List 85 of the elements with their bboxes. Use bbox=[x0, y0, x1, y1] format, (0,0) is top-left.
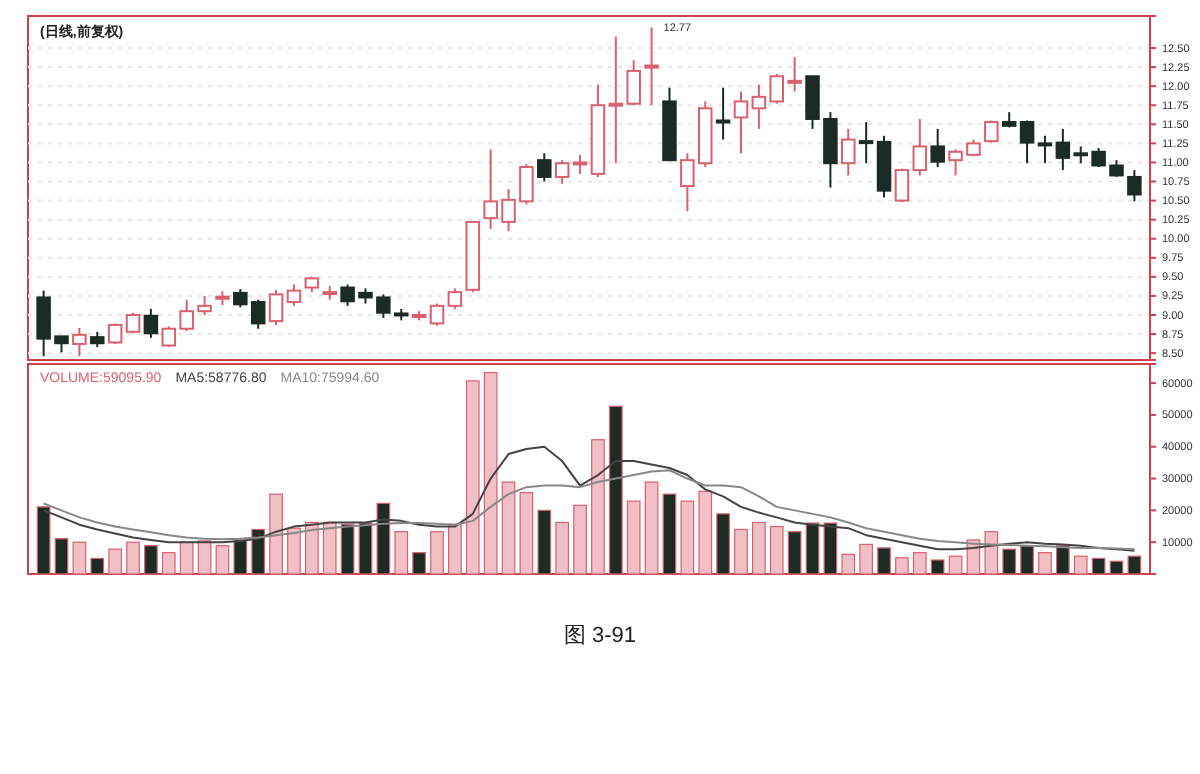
bar bbox=[912, 552, 927, 575]
bar bbox=[269, 493, 283, 575]
bar bbox=[1109, 560, 1124, 575]
bar bbox=[662, 493, 677, 575]
line-series bbox=[42, 469, 1136, 551]
bar bbox=[340, 523, 355, 575]
bar bbox=[1091, 557, 1106, 575]
caption: 图 3-91 bbox=[563, 624, 637, 648]
bar bbox=[1038, 552, 1052, 575]
bar bbox=[126, 541, 140, 575]
candlestick bbox=[554, 159, 570, 185]
candlestick bbox=[72, 326, 87, 358]
bar bbox=[769, 525, 784, 575]
bar bbox=[251, 528, 266, 575]
bar bbox=[877, 547, 891, 575]
candlestick bbox=[268, 288, 284, 326]
bar bbox=[787, 531, 802, 575]
candlestick bbox=[984, 119, 999, 144]
bar bbox=[197, 540, 212, 575]
bar bbox=[358, 522, 373, 575]
bar bbox=[591, 439, 605, 575]
candlestick bbox=[107, 322, 123, 345]
candlestick bbox=[447, 287, 463, 310]
candlestick bbox=[841, 127, 856, 177]
bar bbox=[161, 552, 176, 575]
candlestick bbox=[858, 121, 874, 165]
bar bbox=[233, 539, 248, 575]
candlestick bbox=[930, 127, 945, 169]
bar bbox=[626, 500, 641, 575]
candlestick bbox=[733, 90, 749, 155]
bar bbox=[841, 553, 856, 575]
bar bbox=[304, 521, 319, 575]
bar bbox=[823, 522, 838, 575]
bar bbox=[716, 513, 730, 575]
bar bbox=[644, 481, 659, 575]
bar bbox=[734, 528, 748, 575]
bar bbox=[72, 541, 87, 575]
bar bbox=[537, 509, 552, 575]
bar bbox=[90, 557, 105, 575]
bar bbox=[930, 559, 945, 575]
bar bbox=[752, 521, 766, 575]
bar bbox=[483, 371, 498, 575]
candlestick bbox=[1019, 119, 1035, 165]
bar bbox=[895, 557, 909, 575]
bar bbox=[859, 543, 874, 575]
bar bbox=[501, 481, 516, 575]
candlestick bbox=[644, 26, 659, 107]
bar bbox=[287, 527, 301, 575]
bar bbox=[805, 522, 820, 575]
bar bbox=[376, 502, 391, 575]
bar bbox=[179, 541, 194, 575]
bar bbox=[1073, 555, 1088, 575]
candlestick bbox=[1037, 134, 1053, 165]
bar bbox=[984, 531, 999, 575]
candlestick bbox=[912, 117, 928, 177]
bar bbox=[680, 500, 695, 575]
bar bbox=[215, 545, 230, 575]
bar bbox=[948, 555, 963, 575]
bar bbox=[1020, 545, 1034, 575]
bar bbox=[573, 504, 587, 575]
bar bbox=[608, 405, 623, 575]
candlestick bbox=[715, 86, 731, 141]
bar bbox=[54, 538, 69, 575]
candlestick bbox=[429, 302, 445, 327]
bar bbox=[144, 545, 158, 575]
candlestick bbox=[572, 153, 588, 175]
line-series bbox=[42, 445, 1136, 552]
bar bbox=[412, 552, 426, 575]
bar bbox=[394, 531, 409, 575]
candlestick bbox=[537, 152, 552, 183]
bar bbox=[555, 521, 570, 575]
bar bbox=[448, 523, 462, 575]
candlestick bbox=[143, 307, 159, 339]
bar bbox=[465, 380, 480, 575]
bar bbox=[519, 491, 534, 575]
candlestick bbox=[286, 283, 302, 307]
bar bbox=[1002, 548, 1017, 575]
bar bbox=[698, 490, 713, 575]
candlestick bbox=[1127, 169, 1142, 203]
bar bbox=[1127, 555, 1142, 575]
bar bbox=[430, 531, 444, 575]
bar bbox=[1055, 545, 1070, 575]
bar bbox=[322, 521, 337, 575]
bar bbox=[108, 548, 123, 575]
bar bbox=[36, 506, 51, 575]
